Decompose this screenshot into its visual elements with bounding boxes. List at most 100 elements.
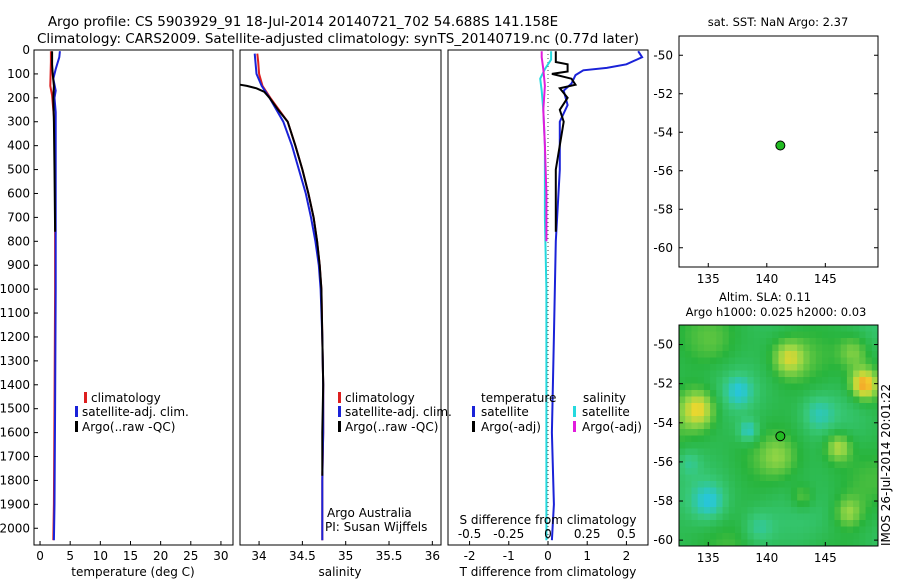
sla-cell — [828, 364, 835, 371]
sla-cell — [734, 331, 742, 339]
sla-cell — [691, 481, 699, 488]
sla-cell — [803, 539, 810, 547]
sla-cell — [778, 455, 786, 462]
sla-cell — [859, 435, 866, 443]
y-tick-label: -54 — [653, 416, 673, 430]
sla-cell — [840, 513, 848, 521]
sla-cell — [728, 455, 736, 462]
sla-cell — [703, 338, 711, 345]
sla-cell — [747, 448, 755, 456]
sla-cell — [815, 409, 823, 417]
sla-cell — [840, 416, 848, 423]
sla-cell — [871, 396, 879, 404]
x-tick-label: 35 — [338, 549, 353, 563]
x-tick-label: 34.5 — [289, 549, 316, 563]
sla-cell — [685, 494, 692, 501]
sla-cell — [809, 533, 817, 540]
sla-cell — [697, 390, 705, 397]
sla-cell — [853, 357, 860, 365]
sla-cell — [784, 507, 792, 514]
sla-cell — [710, 487, 717, 495]
sla-cell — [734, 344, 742, 352]
salinity-axis: 34 34.5 35 35.5 36 — [251, 541, 440, 563]
sla-cell — [697, 351, 705, 358]
sla-cell — [840, 507, 848, 514]
sla-cell — [778, 403, 786, 410]
sla-cell — [734, 520, 742, 527]
sla-cell — [685, 429, 692, 436]
sla-cell — [840, 461, 848, 469]
sla-cell — [865, 383, 873, 391]
sla-cell — [822, 507, 829, 514]
sla-cell — [809, 448, 817, 456]
sla-cell — [871, 487, 879, 495]
sla-cell — [865, 526, 873, 534]
sla-cell — [828, 403, 835, 410]
sla-cell — [716, 377, 723, 384]
sla-cell — [834, 474, 842, 482]
sla-cell — [871, 351, 879, 358]
sla-cell — [828, 468, 835, 475]
sla-cell — [803, 513, 810, 521]
sla-cell — [703, 520, 711, 527]
sla-cell — [728, 409, 736, 417]
sla-cell — [710, 370, 717, 378]
sla-cell — [772, 474, 779, 482]
sla-cell — [809, 331, 817, 339]
sla-cell — [859, 507, 866, 514]
sla-cell — [822, 390, 829, 397]
sla-cell — [734, 455, 742, 462]
sla-cell — [772, 364, 779, 371]
sla-cell — [728, 468, 736, 475]
sla-cell — [722, 468, 730, 475]
sla-cell — [797, 377, 804, 384]
sla-cell — [734, 435, 742, 443]
sla-cell — [859, 396, 866, 404]
sla-cell — [722, 351, 730, 358]
sla-cell — [815, 533, 823, 540]
sla-cell — [840, 422, 848, 430]
sla-cell — [697, 383, 705, 391]
t-difference-label: T difference from climatology — [459, 565, 637, 579]
sla-cell — [747, 507, 755, 514]
sla-cell — [679, 331, 686, 339]
sla-cell — [691, 338, 699, 345]
sla-cell — [797, 494, 804, 501]
annotation-argo-australia: Argo Australia — [327, 506, 412, 520]
x-tick-label: 135 — [697, 551, 720, 565]
sla-cell — [747, 429, 755, 436]
sla-cell — [703, 539, 711, 547]
sla-cell — [710, 377, 717, 384]
sla-cell — [871, 383, 879, 391]
sla-cell — [772, 351, 779, 358]
sla-cell — [790, 448, 798, 456]
sla-cell — [728, 416, 736, 423]
sla-cell — [722, 487, 730, 495]
sla-cell — [722, 416, 730, 423]
sla-cell — [815, 494, 823, 501]
sla-cell — [703, 351, 711, 358]
sla-cell — [871, 500, 879, 508]
sla-cell — [734, 409, 742, 417]
sla-cell — [859, 377, 866, 384]
sla-cell — [790, 357, 798, 365]
sla-cell — [778, 468, 786, 475]
sla-cell — [840, 377, 848, 384]
sla-cell — [828, 351, 835, 358]
sla-cell — [815, 383, 823, 391]
sla-cell — [853, 325, 860, 332]
y-tick-label: 0 — [22, 43, 30, 57]
legend-label-s-satellite: satellite — [582, 405, 630, 419]
sla-cell — [772, 468, 779, 475]
sla-cell — [734, 494, 742, 501]
sla-cell — [871, 539, 879, 547]
sla-cell — [703, 383, 711, 391]
sla-cell — [809, 455, 817, 462]
sla-cell — [710, 344, 717, 352]
sla-cell — [697, 403, 705, 410]
sla-cell — [728, 533, 736, 540]
sla-cell — [685, 325, 692, 332]
sla-cell — [859, 338, 866, 345]
sla-cell — [822, 520, 829, 527]
sla-cell — [741, 442, 748, 449]
